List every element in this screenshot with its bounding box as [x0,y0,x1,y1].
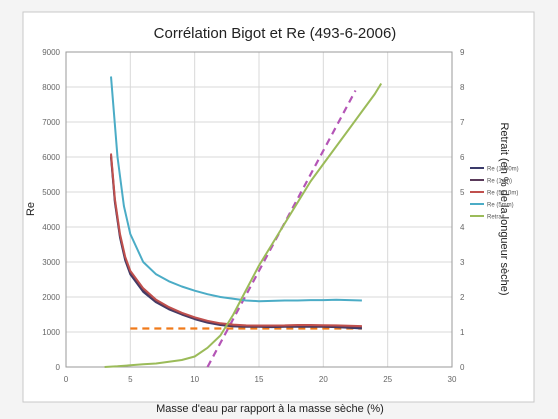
x-tick-label: 25 [383,375,392,384]
y2-tick-label: 6 [460,153,465,162]
y2-tick-label: 1 [460,328,465,337]
y-tick-label: 2000 [42,293,60,302]
x-tick-label: 20 [319,375,328,384]
y2-tick-label: 0 [460,363,465,372]
x-tick-labels: 0 5 10 15 20 25 30 [64,375,457,384]
x-tick-label: 0 [64,375,69,384]
y-axis-label: Re [25,202,37,216]
x-tick-label: 5 [128,375,133,384]
y-tick-label: 4000 [42,223,60,232]
series-line-2 [110,153,362,328]
chart-panel [22,11,535,403]
y-tick-label: 0 [56,363,61,372]
series-line-3 [110,76,362,303]
legend-label: Re (5mm) [487,203,514,209]
y2-tick-label: 7 [460,118,465,127]
x-axis-label: Masse d'eau par rapport à la masse sèche… [156,403,384,415]
series-line-4 [104,82,383,368]
y-tick-labels: 0 1000 2000 3000 4000 5000 6000 7000 8000 9000 [42,48,60,372]
y-tick-label: 3000 [42,258,60,267]
x-tick-label: 15 [255,375,264,384]
y2-tick-labels: 0 1 2 3 4 5 6 7 8 9 [460,48,465,372]
legend-label: Retrait [487,215,505,221]
gridlines [65,51,453,368]
x-tick-label: 30 [448,375,457,384]
y-tick-label: 8000 [42,83,60,92]
y2-tick-label: 4 [460,223,465,232]
y-tick-label: 1000 [42,328,60,337]
legend-label: Re (5x10m) [487,191,518,197]
y-tick-label: 5000 [42,188,60,197]
y2-tick-label: 5 [460,188,465,197]
chart-title: Corrélation Bigot et Re (493-6-2006) [154,25,397,42]
y-tick-label: 9000 [42,48,60,57]
plot-area [65,51,453,368]
y-tick-label: 6000 [42,153,60,162]
y2-axis-label: Retrait (en % de la longueur sèche) [498,122,510,295]
legend-label: Re (1dm) [487,179,512,185]
y-tick-label: 7000 [42,118,60,127]
x-tick-label: 10 [190,375,199,384]
y2-tick-label: 9 [460,48,465,57]
y2-tick-label: 3 [460,258,465,267]
y2-tick-label: 2 [460,293,465,302]
legend-label: Re (1000m) [487,167,519,173]
series-lines [104,76,383,368]
legend: Re (1000m) Re (1dm) Re (5x10m) Re (5mm) Retr… [470,167,519,221]
y2-tick-label: 8 [460,83,465,92]
